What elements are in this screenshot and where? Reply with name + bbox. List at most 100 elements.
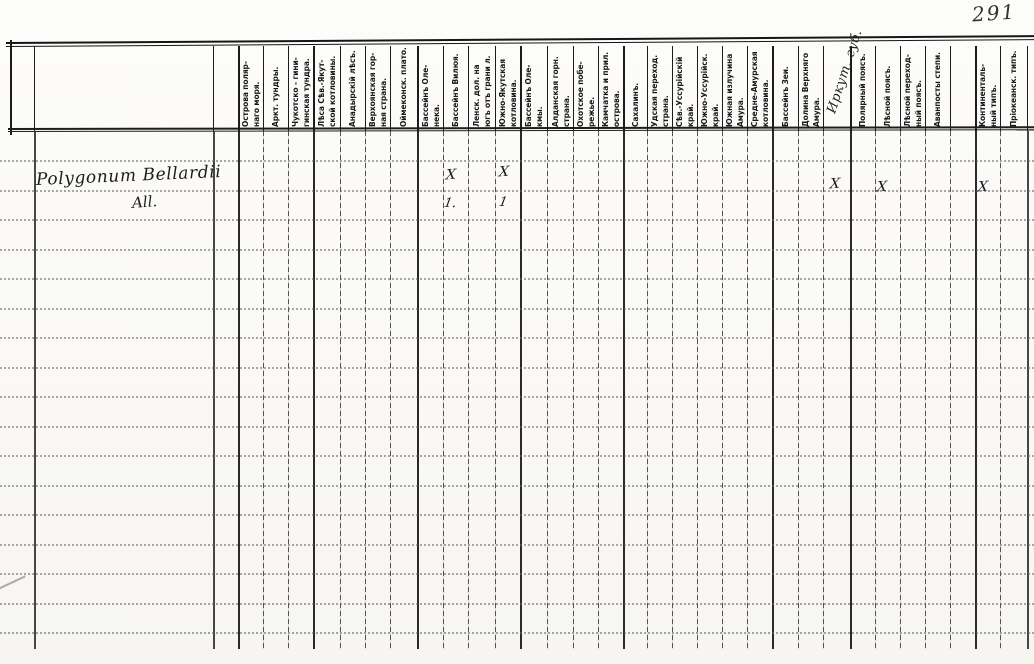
column-header-label: Охотское побе- режье. — [576, 61, 596, 127]
grid-line-vertical — [468, 131, 469, 649]
grid-line-vertical — [798, 131, 799, 649]
mark-x-continental-type: X — [977, 178, 989, 196]
grid-line-vertical — [697, 131, 698, 649]
grid-line-vertical — [900, 131, 901, 649]
column-header-label: Чукотско - гини- гинская тундра. — [291, 57, 311, 127]
grid-line-vertical-header — [598, 46, 600, 131]
grid-line-vertical-header — [213, 46, 215, 131]
grid-line-vertical — [850, 131, 852, 649]
grid-line-vertical — [238, 131, 240, 649]
grid-line-vertical — [340, 131, 341, 649]
column-header-label: Анадырскій лѣсъ. — [348, 50, 358, 127]
grid-line-vertical — [875, 131, 876, 649]
row-dotted-line — [0, 160, 1034, 162]
column-header-label: Южно-Якутская котловина. — [498, 59, 518, 127]
grid-line-vertical — [365, 131, 366, 649]
row-dotted-line — [0, 602, 1034, 605]
page-number: 291 — [971, 0, 1017, 27]
grid-line-vertical-header — [468, 46, 470, 131]
grid-line-vertical — [623, 131, 625, 649]
grid-line-vertical-header — [443, 46, 445, 131]
row-dotted-line — [0, 219, 1034, 221]
mark-x-south-yakutsk-basin: X — [498, 163, 510, 181]
pencil-stroke — [0, 575, 26, 590]
grid-line-vertical-header — [340, 46, 342, 131]
mark-x-vilyuy-basin: X — [445, 166, 457, 184]
row-dotted-line — [0, 543, 1034, 546]
grid-line-vertical-header — [647, 46, 649, 131]
grid-line-vertical — [1000, 131, 1001, 649]
grid-line-vertical — [390, 131, 391, 649]
row-dotted-line — [0, 278, 1034, 280]
column-header-label: Удская переход. страна. — [650, 55, 670, 127]
row-dotted-line — [0, 484, 1034, 487]
column-header-label: Оймеконск. плато. — [399, 47, 409, 127]
mark-x-forest-belt: X — [876, 178, 888, 196]
grid-line-vertical — [34, 131, 36, 649]
grid-line-vertical-header — [34, 46, 36, 131]
column-header-label: Алданская горн. страна. — [550, 56, 571, 127]
grid-line-vertical-header — [288, 46, 290, 131]
column-header-label: Долина Верхняго Амура. — [801, 52, 821, 127]
grid-line-vertical-header — [1027, 46, 1029, 131]
grid-line-vertical — [772, 131, 774, 649]
column-header-label: Бассейнъ Вилюя. — [451, 53, 461, 127]
grid-line-vertical-header — [573, 46, 575, 131]
grid-line-vertical — [288, 131, 289, 649]
grid-line-vertical-header — [772, 46, 774, 131]
grid-line-vertical-header — [263, 46, 265, 131]
grid-line-vertical-header — [722, 46, 724, 131]
grid-line-vertical — [573, 131, 574, 649]
row-dotted-line — [0, 632, 1034, 634]
row-dotted-line — [0, 455, 1034, 457]
column-header-label: Верхоянская гор- ная страна. — [368, 52, 388, 127]
grid-line-vertical-header — [925, 46, 927, 131]
grid-line-vertical-header — [1000, 46, 1002, 131]
column-header-label: Бассейнъ Оле- кмы. — [524, 64, 544, 127]
column-header-label: Лѣсной переход- ный поясъ. — [903, 54, 923, 127]
grid-line-vertical-header — [238, 46, 240, 131]
row-dotted-line — [0, 366, 1034, 369]
grid-line-vertical-header — [365, 46, 367, 131]
column-header-label: Бассейнъ Зеи. — [780, 66, 790, 127]
mark-x-irkutsk: X — [829, 175, 841, 193]
column-header-label: Аркт. тундры. — [271, 66, 281, 127]
grid-line-vertical — [950, 131, 951, 649]
grid-line-vertical — [417, 131, 419, 649]
grid-line-vertical — [975, 131, 977, 649]
mark-count-south-yakutsk-basin: 1 — [497, 195, 509, 210]
grid-line-vertical-header — [313, 46, 315, 131]
left-outer-border — [10, 40, 12, 135]
grid-line-vertical — [495, 131, 496, 649]
grid-line-vertical-header — [823, 46, 825, 131]
column-header-label: Средне-Амурская котловина. — [750, 51, 770, 127]
grid-line-vertical — [747, 131, 748, 649]
grid-line-vertical-header — [623, 46, 625, 131]
grid-line-vertical-header — [950, 46, 952, 131]
column-header-label: Камчатка и прил. острова. — [601, 51, 621, 127]
row-dotted-line — [0, 573, 1034, 575]
grid-line-vertical-header — [520, 46, 522, 131]
grid-line-vertical-header — [417, 46, 419, 131]
column-header-label: Ленск. дол. на югъ отъ грани л. — [472, 55, 492, 127]
grid-line-vertical — [547, 131, 548, 649]
column-header-label: Полярный поясъ. — [858, 53, 868, 127]
row-dotted-line — [0, 396, 1034, 398]
grid-line-vertical — [722, 131, 723, 649]
row-dotted-line — [0, 307, 1034, 310]
row-dotted-line — [0, 337, 1034, 339]
column-header-label: Лѣса Сѣв.-Якут- ской котловины. — [317, 55, 337, 127]
row-dotted-line — [0, 189, 1034, 192]
column-header-label: Пріокеанск. типъ. — [1009, 50, 1019, 127]
grid-line-vertical — [672, 131, 673, 649]
grid-line-vertical — [925, 131, 926, 649]
grid-line-vertical — [647, 131, 648, 649]
column-header-label: Южно-Уссурійск. край. — [700, 53, 720, 127]
grid-line-vertical — [1027, 131, 1029, 649]
row-dotted-line — [0, 425, 1034, 428]
grid-line-vertical-header — [875, 46, 877, 131]
column-header-label: Аванпосты степи. — [933, 52, 943, 127]
column-header-label: Южная излучина Амура. — [725, 53, 745, 127]
grid-line-vertical-header — [975, 46, 977, 131]
